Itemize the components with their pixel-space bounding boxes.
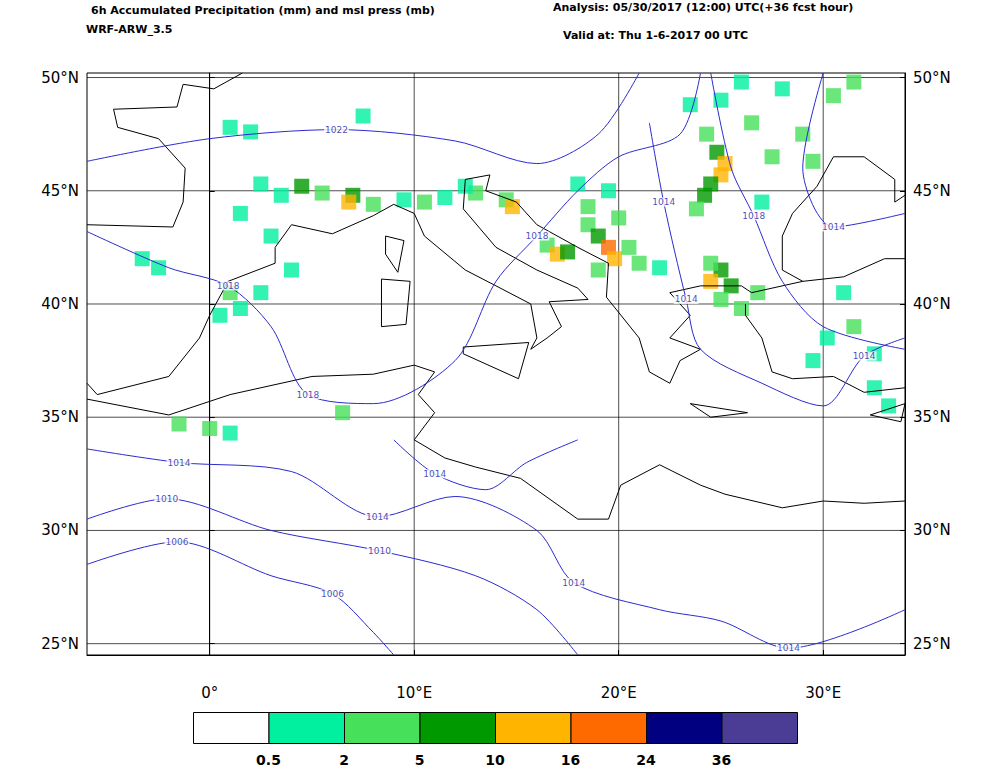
svg-text:Analysis: 05/30/2017 (12:00) U: Analysis: 05/30/2017 (12:00) UTC(+36 fcs… xyxy=(553,1,853,14)
svg-text:1010: 1010 xyxy=(155,494,178,504)
svg-text:10°E: 10°E xyxy=(396,684,432,702)
svg-text:45°N: 45°N xyxy=(41,182,79,200)
svg-text:50°N: 50°N xyxy=(41,69,79,87)
svg-text:35°N: 35°N xyxy=(41,408,79,426)
svg-text:2: 2 xyxy=(339,752,349,768)
svg-text:40°N: 40°N xyxy=(41,295,79,313)
svg-text:WRF-ARW_3.5: WRF-ARW_3.5 xyxy=(86,23,172,36)
svg-text:1018: 1018 xyxy=(742,211,765,221)
svg-text:1022: 1022 xyxy=(325,125,348,135)
svg-text:1014: 1014 xyxy=(423,469,446,479)
svg-text:6h Accumulated Precipitation (: 6h Accumulated Precipitation (mm) and ms… xyxy=(91,4,435,17)
svg-text:1006: 1006 xyxy=(166,537,189,547)
svg-text:36: 36 xyxy=(712,752,731,768)
svg-text:30°E: 30°E xyxy=(805,684,841,702)
svg-text:1014: 1014 xyxy=(853,351,876,361)
svg-text:40°N: 40°N xyxy=(913,295,951,313)
svg-text:1014: 1014 xyxy=(652,197,675,207)
svg-text:Valid at: Thu 1-6-2017 00 UTC: Valid at: Thu 1-6-2017 00 UTC xyxy=(563,29,748,42)
svg-text:30°N: 30°N xyxy=(41,521,79,539)
svg-text:1010: 1010 xyxy=(368,546,391,556)
svg-text:1006: 1006 xyxy=(321,589,344,599)
svg-text:1014: 1014 xyxy=(168,458,191,468)
svg-text:1014: 1014 xyxy=(675,294,698,304)
svg-text:16: 16 xyxy=(561,752,580,768)
svg-text:1014: 1014 xyxy=(562,578,585,588)
svg-text:25°N: 25°N xyxy=(913,635,951,653)
svg-text:1014: 1014 xyxy=(777,643,800,653)
svg-text:0.5: 0.5 xyxy=(256,752,281,768)
svg-text:1018: 1018 xyxy=(217,281,240,291)
svg-text:1018: 1018 xyxy=(296,390,319,400)
svg-text:1014: 1014 xyxy=(366,512,389,522)
svg-text:24: 24 xyxy=(636,752,656,768)
svg-text:50°N: 50°N xyxy=(913,69,951,87)
svg-text:25°N: 25°N xyxy=(41,635,79,653)
svg-text:10: 10 xyxy=(485,752,505,768)
svg-text:35°N: 35°N xyxy=(913,408,951,426)
svg-text:30°N: 30°N xyxy=(913,521,951,539)
svg-text:20°E: 20°E xyxy=(601,684,637,702)
svg-text:5: 5 xyxy=(415,752,425,768)
svg-text:1014: 1014 xyxy=(822,222,845,232)
svg-text:45°N: 45°N xyxy=(913,182,951,200)
svg-text:0°: 0° xyxy=(201,684,218,702)
svg-text:1018: 1018 xyxy=(525,231,548,241)
